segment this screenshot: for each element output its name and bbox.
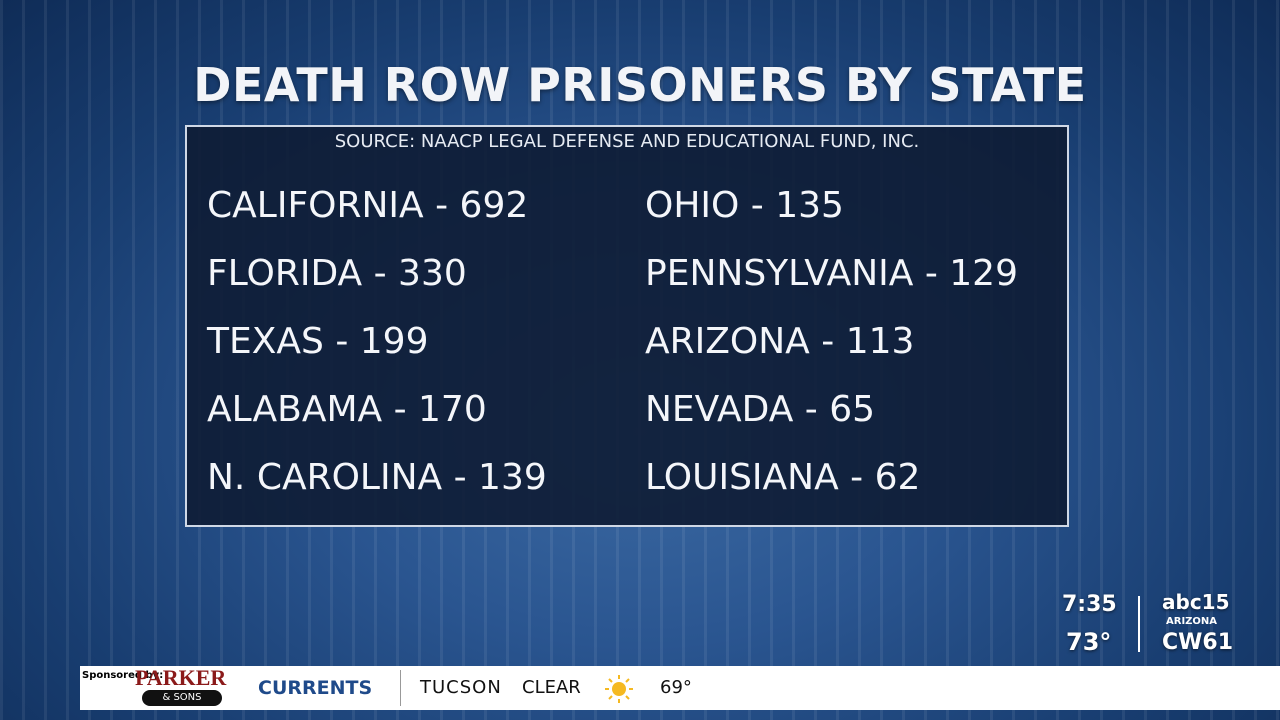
ticker: Sponsored by: PARKER & SONS CURRENTS TUC…	[80, 665, 1280, 710]
sponsor-sub: & SONS	[142, 690, 222, 706]
ticker-temperature: 69°	[660, 677, 692, 698]
list-item: OHIO - 135	[645, 185, 844, 226]
list-panel: SOURCE: NAACP LEGAL DEFENSE AND EDUCATIO…	[185, 125, 1069, 527]
clock: 7:35	[1062, 592, 1117, 617]
list-item: LOUISIANA - 62	[645, 457, 921, 498]
list-item: CALIFORNIA - 692	[207, 185, 529, 226]
sun-icon	[605, 675, 633, 703]
condition: CLEAR	[522, 677, 581, 698]
list-item: ARIZONA - 113	[645, 321, 915, 362]
sponsor-label: Sponsored by:	[82, 670, 164, 681]
source: SOURCE: NAACP LEGAL DEFENSE AND EDUCATIO…	[334, 131, 920, 152]
list-item: FLORIDA - 330	[207, 253, 467, 294]
list-item: NEVADA - 65	[645, 389, 876, 430]
divider	[1138, 596, 1140, 652]
list-item: N. CAROLINA - 139	[207, 457, 547, 498]
list-item: PENNSYLVANIA - 129	[645, 253, 1018, 294]
temperature: 73°	[1066, 628, 1112, 656]
list-item: TEXAS - 199	[207, 321, 429, 362]
title: DEATH ROW PRISONERS BY STATE	[193, 58, 1087, 112]
separator	[400, 670, 401, 706]
city: TUCSON	[420, 677, 502, 698]
logo-sub: ARIZONA	[1166, 616, 1218, 627]
segment: CURRENTS	[258, 677, 373, 699]
list-item: ALABAMA - 170	[207, 389, 487, 430]
sponsor-name: PARKER	[135, 665, 227, 690]
logo: abc15	[1162, 590, 1230, 614]
logo-cw: CW61	[1162, 630, 1234, 655]
